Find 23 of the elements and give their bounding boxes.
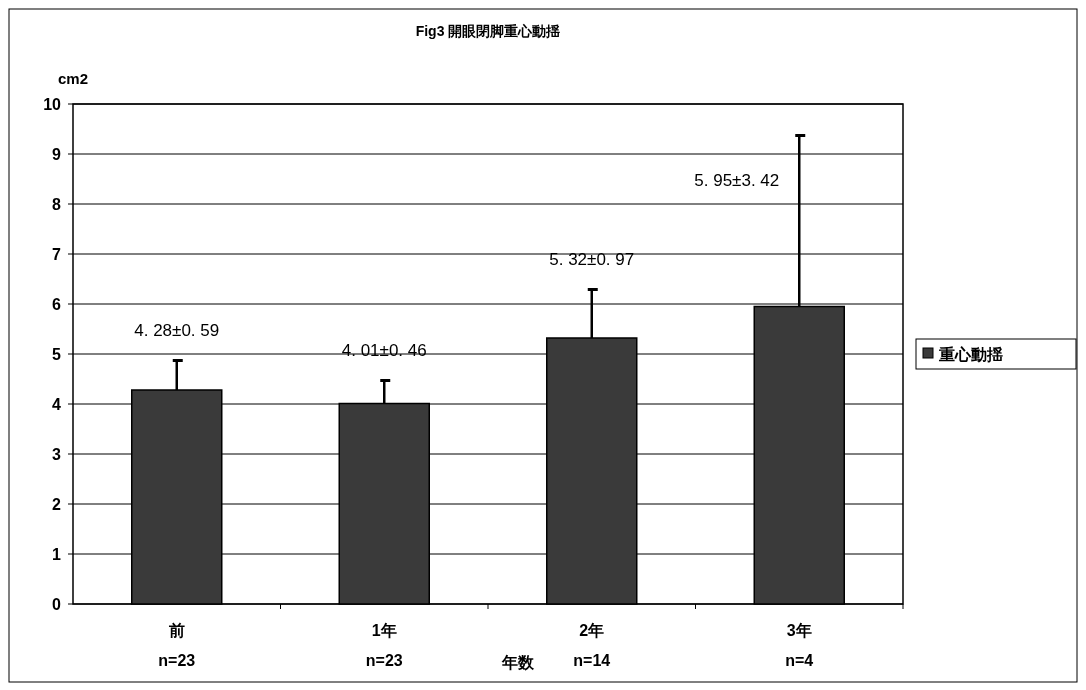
y-tick-label: 4 [52,395,62,413]
annotation: 5. 95±3. 42 [694,171,780,191]
y-tick-label: 1 [52,545,62,563]
y-tick-label: 7 [52,245,62,263]
y-tick-label: 8 [52,195,62,213]
x-tick-label: 2年 n=14 [573,622,611,669]
x-tick-label: 3年 n=4 [785,622,814,669]
y-tick-label: 10 [43,95,62,113]
x-tick-label: 1年 n=23 [365,622,403,669]
y-tick-label: 3 [52,445,62,463]
y-tick-label: 0 [52,595,62,613]
chart-title: Fig3 開眼閉脚重心動揺 [415,23,561,39]
annotation: 4. 28±0. 59 [134,321,220,341]
x-axis-title: 年数 [501,654,535,671]
y-axis-title: cm2 [58,70,89,87]
legend-label: 重心動揺 [938,344,1003,363]
annotation: 4. 01±0. 46 [341,341,427,361]
y-tick-label: 5 [52,345,62,363]
y-tick-label: 2 [52,495,62,513]
y-tick-label: 9 [52,145,62,163]
annotation: 5. 32±0. 97 [549,250,635,270]
y-tick-label: 6 [52,295,62,313]
x-tick-label: 前 n=23 [158,622,196,669]
